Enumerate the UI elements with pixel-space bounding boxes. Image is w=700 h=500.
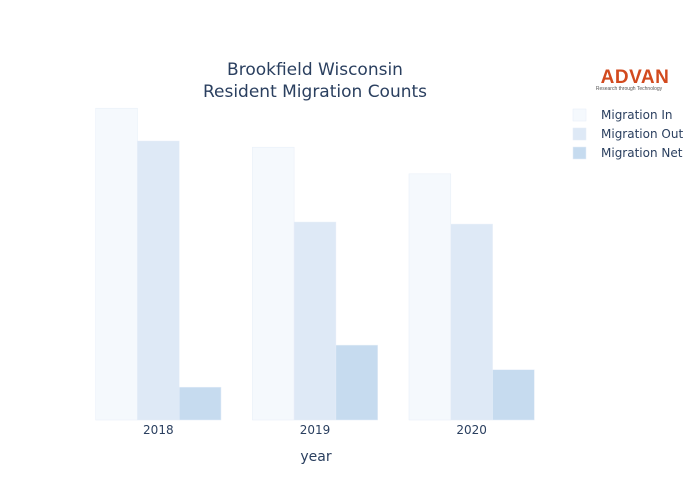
legend-label: Migration In	[601, 108, 673, 122]
legend-label: Migration Out	[601, 127, 683, 141]
legend-swatch	[572, 146, 587, 160]
legend-item-migration-in[interactable]: Migration In	[572, 108, 673, 122]
bar-migration-out-2019[interactable]	[293, 221, 337, 421]
logo-tagline: Research through Technology	[596, 86, 663, 92]
chart-subtitle: Resident Migration Counts	[203, 82, 427, 102]
bar-migration-in-2019[interactable]	[252, 146, 295, 421]
legend-swatch	[572, 108, 587, 122]
advan-logo: ADVAN Research through Technology	[596, 67, 670, 92]
x-tick-label: 2019	[300, 423, 331, 437]
legend-label: Migration Net	[601, 146, 683, 160]
legend[interactable]: Migration In Migration Out Migration Net	[572, 108, 683, 160]
bar-migration-out-2018[interactable]	[137, 140, 180, 421]
legend-item-migration-net[interactable]: Migration Net	[572, 146, 683, 160]
bar-migration-in-2020[interactable]	[408, 173, 452, 421]
legend-swatch	[572, 127, 587, 141]
bar-migration-net-2018[interactable]	[178, 386, 222, 421]
logo-name: ADVAN	[601, 67, 670, 88]
bar-migration-out-2020[interactable]	[450, 223, 493, 421]
x-axis-title: year	[300, 449, 331, 465]
x-tick-label: 2018	[143, 423, 174, 437]
chart-title: Brookfield Wisconsin	[227, 60, 403, 80]
bar-migration-net-2019[interactable]	[335, 344, 378, 421]
bar-migration-in-2018[interactable]	[95, 107, 138, 421]
bar-migration-net-2020[interactable]	[492, 369, 535, 421]
x-tick-label: 2020	[456, 423, 487, 437]
x-axis-ticks: 2018 2019 2020	[143, 423, 487, 437]
bars-layer	[95, 107, 535, 421]
legend-item-migration-out[interactable]: Migration Out	[572, 127, 683, 141]
